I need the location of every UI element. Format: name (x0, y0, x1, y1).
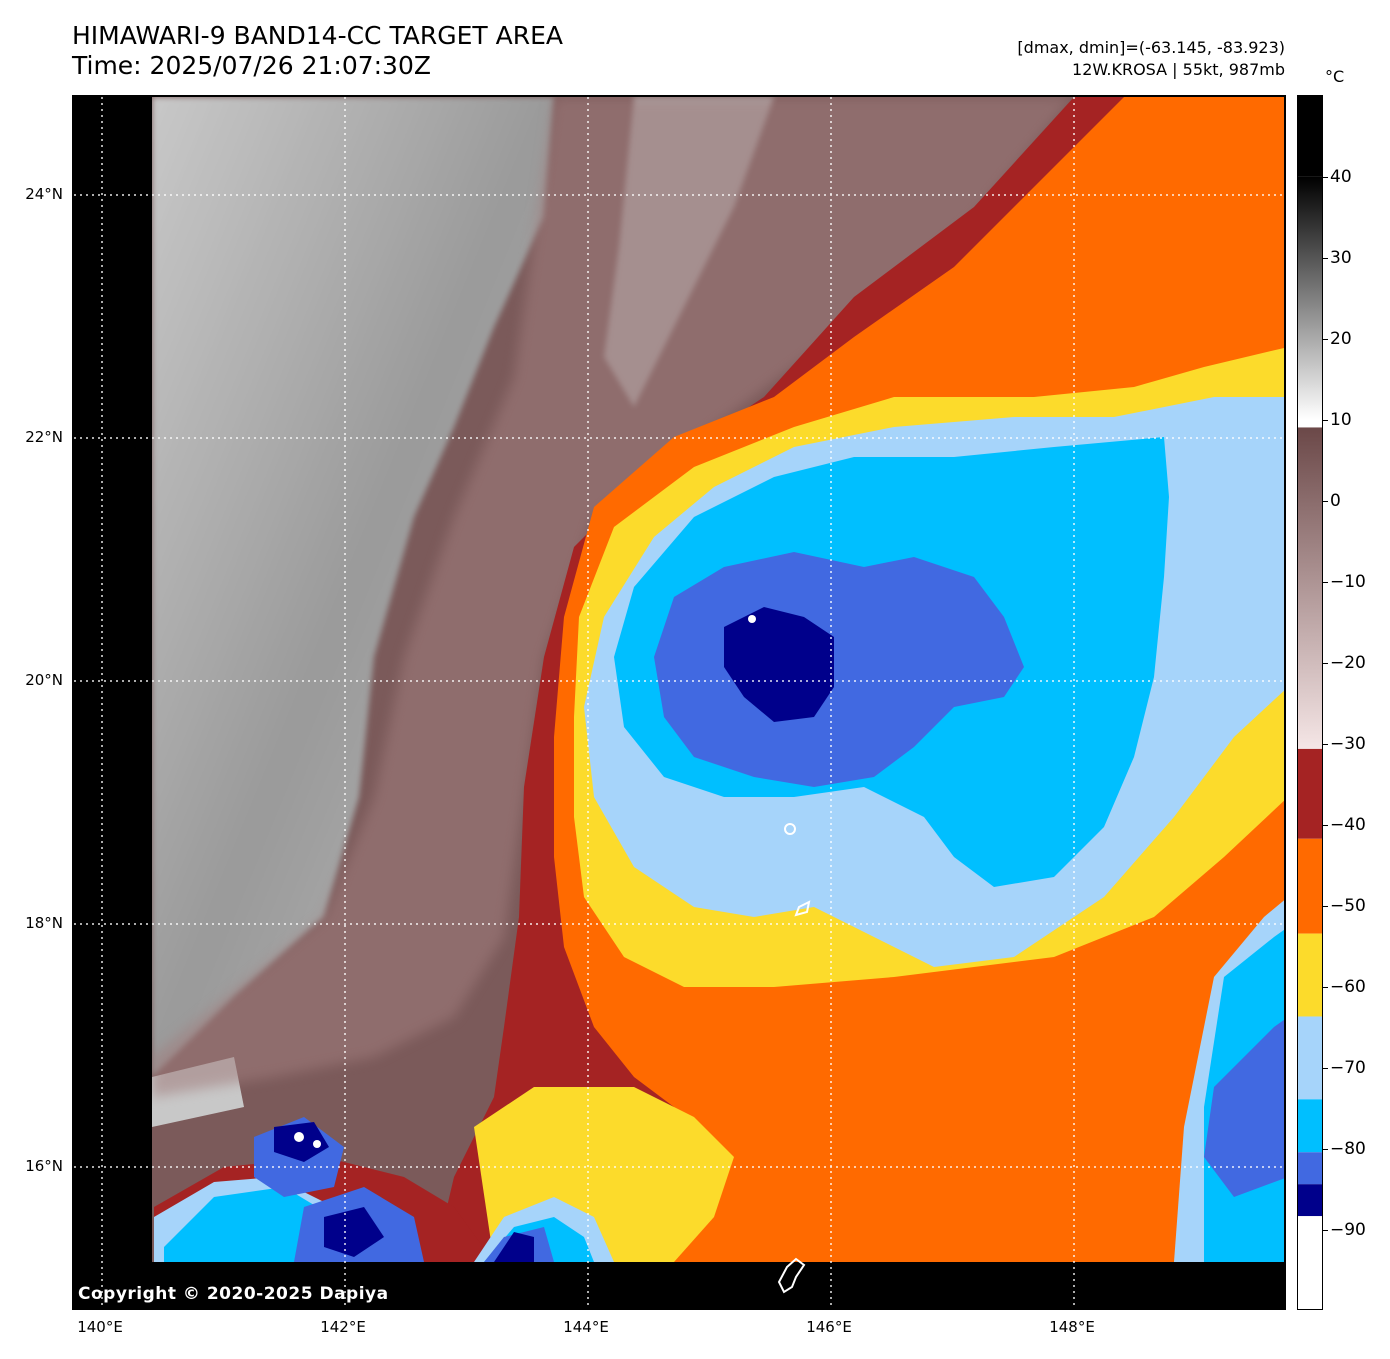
colorbar-gradient (1298, 96, 1322, 1309)
lat-label-24: 24°N (25, 185, 63, 203)
colorbar-tick (1323, 582, 1328, 583)
colorbar-label-40: 40 (1330, 167, 1352, 187)
colorbar-label-minus70: −70 (1330, 1058, 1366, 1078)
lat-label-16: 16°N (25, 1157, 63, 1175)
colorbar-tick (1323, 906, 1328, 907)
colorbar-label-minus60: −60 (1330, 977, 1366, 997)
data-range-info: [dmax, dmin]=(-63.145, -83.923) (1017, 38, 1285, 57)
lon-label-144: 144°E (563, 1318, 609, 1336)
low-cloud-region (152, 97, 554, 1077)
copyright-text: Copyright © 2020-2025 Dapiya (78, 1284, 389, 1304)
colorbar-tick (1323, 987, 1328, 988)
colorbar-tick (1323, 1230, 1328, 1231)
colorbar-label-minus10: −10 (1330, 572, 1366, 592)
lon-label-146: 146°E (806, 1318, 852, 1336)
island-outline (784, 823, 796, 835)
band-navy (724, 607, 834, 722)
colorbar-label-minus40: −40 (1330, 815, 1366, 835)
colorbar-tick (1323, 258, 1328, 259)
colorbar-tick (1323, 177, 1328, 178)
island-outline (794, 900, 811, 917)
lon-label-148: 148°E (1049, 1318, 1095, 1336)
satellite-map (72, 95, 1286, 1310)
colorbar (1297, 95, 1323, 1310)
satellite-imagery (74, 97, 1284, 1308)
colorbar-label-minus80: −80 (1330, 1139, 1366, 1159)
graticule (74, 97, 1284, 1308)
colorbar-label-20: 20 (1330, 329, 1352, 349)
colorbar-tick (1323, 744, 1328, 745)
colorbar-tick (1323, 339, 1328, 340)
colorbar-label-30: 30 (1330, 248, 1352, 268)
island-outline (777, 1257, 806, 1294)
colorbar-tick (1323, 501, 1328, 502)
timestamp: Time: 2025/07/26 21:07:30Z (72, 51, 431, 80)
colorbar-tick (1323, 1149, 1328, 1150)
storm-info: 12W.KROSA | 55kt, 987mb (1072, 60, 1285, 79)
colorbar-unit: °C (1325, 67, 1345, 86)
colorbar-tick (1323, 825, 1328, 826)
colorbar-label-minus20: −20 (1330, 653, 1366, 673)
colorbar-tick (1323, 420, 1328, 421)
lon-label-142: 142°E (320, 1318, 366, 1336)
lon-label-140: 140°E (77, 1318, 123, 1336)
colorbar-label-0: 0 (1330, 491, 1341, 511)
chart-title: HIMAWARI-9 BAND14-CC TARGET AREA (72, 21, 564, 50)
lat-label-20: 20°N (25, 671, 63, 689)
colorbar-tick (1323, 1068, 1328, 1069)
colorbar-label-10: 10 (1330, 410, 1352, 430)
band-royalblue (654, 552, 1024, 787)
colorbar-label-minus30: −30 (1330, 734, 1366, 754)
colorbar-tick (1323, 663, 1328, 664)
lat-label-18: 18°N (25, 914, 63, 932)
lat-label-22: 22°N (25, 428, 63, 446)
colorbar-label-minus50: −50 (1330, 896, 1366, 916)
colorbar-label-minus90: −90 (1330, 1220, 1366, 1240)
